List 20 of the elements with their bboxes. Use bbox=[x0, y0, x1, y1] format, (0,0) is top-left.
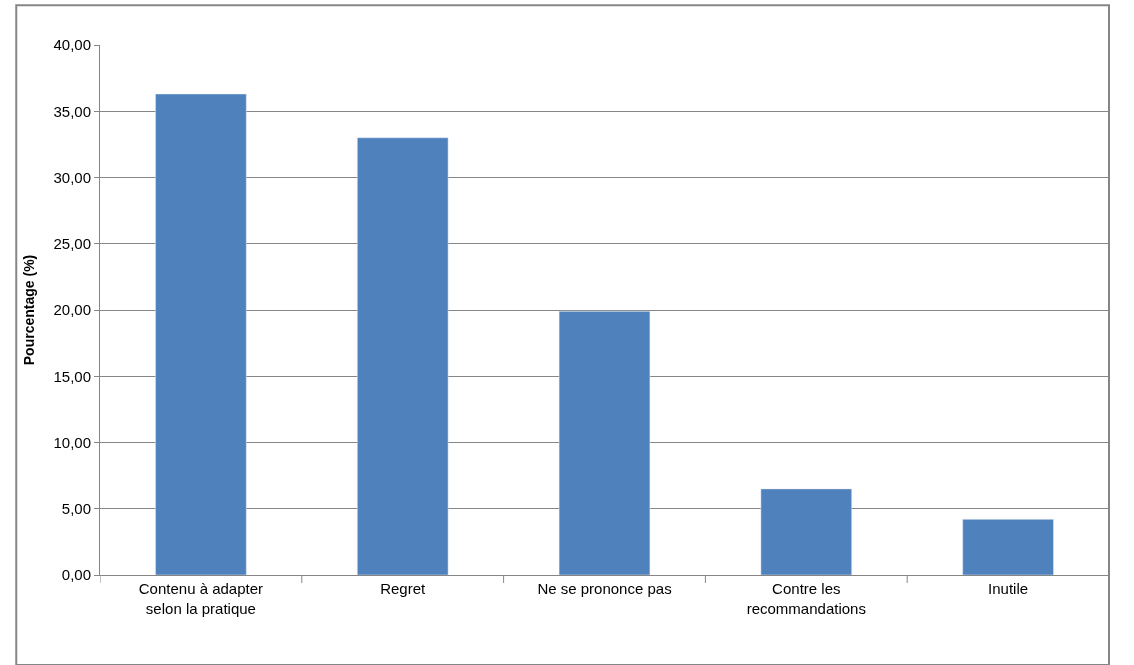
y-tick-label: 5,00 bbox=[61, 500, 91, 517]
y-tick-label: 10,00 bbox=[53, 433, 91, 451]
x-tick-label: Contenu à adapter selon la pratique bbox=[138, 580, 264, 617]
y-tick-label: 15,00 bbox=[53, 367, 91, 385]
bar bbox=[760, 488, 852, 575]
x-tick-label: Regret bbox=[380, 580, 427, 597]
y-tick-label: 20,00 bbox=[53, 301, 91, 319]
y-tick-label: 25,00 bbox=[53, 235, 91, 252]
bar bbox=[558, 311, 651, 575]
y-axis-title: Pourcentage (%) bbox=[21, 254, 38, 366]
x-tick-label: Ne se prononce pas bbox=[537, 580, 672, 597]
bar bbox=[155, 93, 247, 575]
bar bbox=[357, 137, 449, 575]
x-tick-label: Contre les recommandations bbox=[746, 580, 866, 617]
bar bbox=[962, 519, 1054, 575]
y-tick-label: 0,00 bbox=[61, 566, 91, 584]
y-tick-label: 30,00 bbox=[53, 168, 91, 186]
y-tick-label: 40,00 bbox=[53, 36, 91, 54]
y-tick-label: 35,00 bbox=[53, 102, 91, 120]
x-tick-label: Inutile bbox=[988, 580, 1029, 597]
